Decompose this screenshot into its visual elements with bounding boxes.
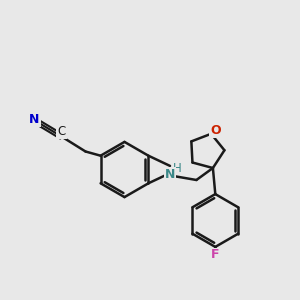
Text: O: O xyxy=(210,124,221,137)
Text: N: N xyxy=(29,113,40,126)
Text: F: F xyxy=(211,248,220,262)
Text: H: H xyxy=(172,161,181,175)
Text: N: N xyxy=(165,168,175,182)
Text: C: C xyxy=(57,125,66,138)
